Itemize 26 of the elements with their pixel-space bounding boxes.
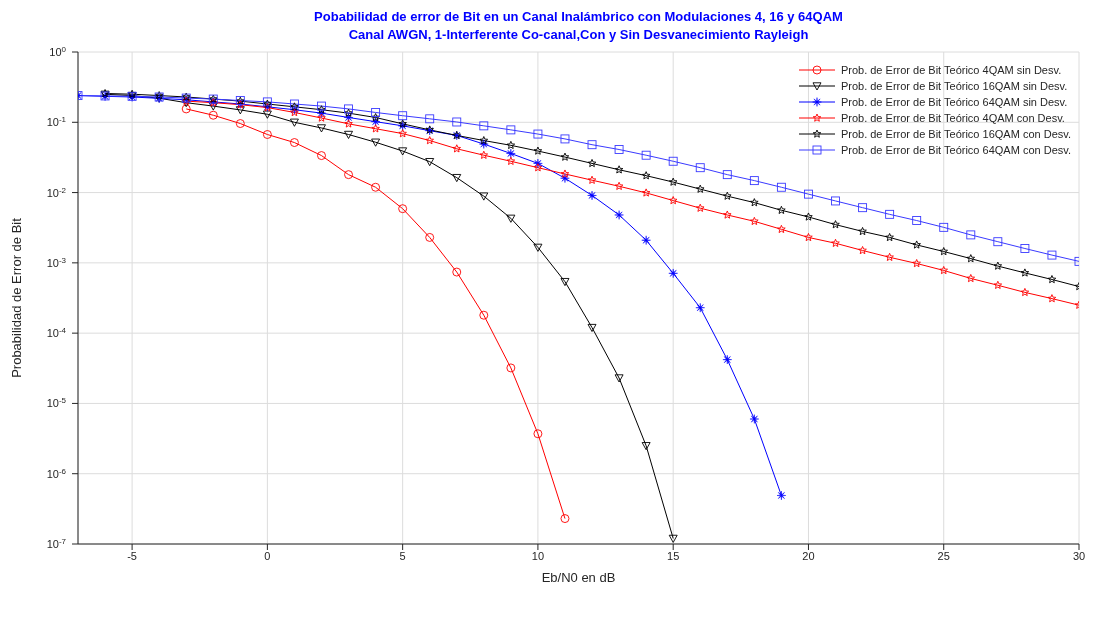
legend-label: Prob. de Error de Bit Teórico 16QAM sin Desv. bbox=[840, 79, 1068, 94]
x-tick-label: 25 bbox=[937, 549, 950, 562]
chart-subtitle: Canal AWGN, 1-Interferente Co-canal,Con y Sin Desvanecimiento Rayleigh bbox=[347, 26, 810, 44]
y-tick-label: 10$^{-7}$ bbox=[46, 536, 67, 550]
x-tick-label: 5 bbox=[399, 549, 406, 562]
x-tick-label: -5 bbox=[127, 549, 137, 562]
y-tick-label: 10$^{-1}$ bbox=[46, 114, 67, 129]
x-tick-label: 20 bbox=[802, 549, 815, 562]
y-axis-title: Probabilidad de Error de Bit bbox=[8, 217, 24, 378]
legend-label: Prob. de Error de Bit Teórico 64QAM sin Desv. bbox=[840, 95, 1068, 110]
y-tick-label: 10$^{-4}$ bbox=[46, 325, 67, 340]
y-tick-label: 10$^{-3}$ bbox=[46, 255, 67, 269]
legend-label: Prob. de Error de Bit Teórico 16QAM con Desv. bbox=[840, 127, 1071, 142]
x-tick-label: 30 bbox=[1072, 549, 1086, 562]
y-tick-label: 10$^{-5}$ bbox=[46, 395, 67, 410]
x-tick-label: 0 bbox=[264, 549, 271, 562]
legend-label: Prob. de Error de Bit Teórico 4QAM sin Desv. bbox=[840, 63, 1062, 78]
x-tick-label: 15 bbox=[667, 549, 680, 562]
y-tick-label: 10$^{0}$ bbox=[49, 44, 67, 58]
y-tick-label: 10$^{-2}$ bbox=[46, 185, 67, 199]
x-axis-title: Eb/N0 en dB bbox=[541, 570, 616, 585]
y-tick-label: 10$^{-6}$ bbox=[46, 466, 67, 480]
chart-title: Pobabilidad de error de Bit en un Canal Inalámbrico con Modulaciones 4, 16 y 64QAM bbox=[313, 8, 844, 26]
x-tick-label: 10 bbox=[531, 549, 545, 562]
legend-label: Prob. de Error de Bit Teórico 4QAM con Desv. bbox=[840, 111, 1065, 126]
legend-label: Prob. de Error de Bit Teórico 64QAM con Desv. bbox=[840, 143, 1071, 158]
